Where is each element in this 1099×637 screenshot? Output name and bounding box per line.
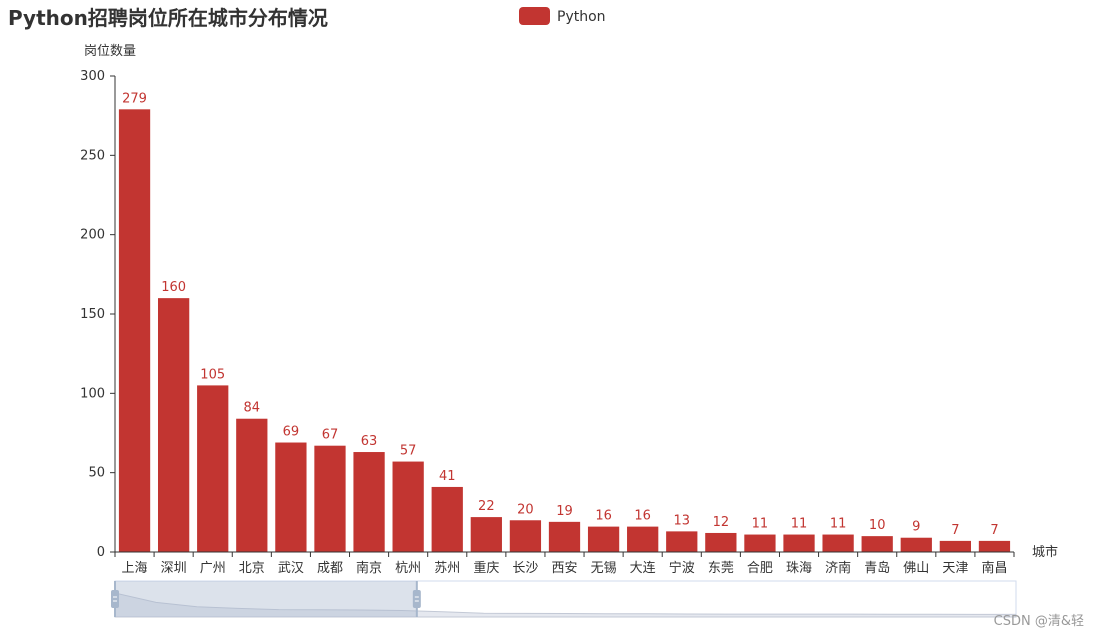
chart-title: Python招聘岗位所在城市分布情况 (8, 6, 328, 30)
data-label: 11 (791, 517, 808, 532)
x-tick-label: 东莞 (708, 561, 734, 576)
data-label: 16 (634, 509, 651, 524)
x-tick-label: 上海 (122, 561, 148, 576)
data-label: 279 (122, 91, 147, 106)
data-label: 41 (439, 469, 456, 484)
bar[interactable] (587, 526, 620, 552)
bar[interactable] (705, 532, 737, 552)
x-tick-label: 杭州 (395, 561, 421, 576)
x-tick-label: 深圳 (161, 561, 187, 576)
bar[interactable] (666, 531, 698, 552)
data-label: 9 (912, 520, 920, 535)
x-tick-label: 南京 (356, 560, 382, 576)
data-label: 12 (713, 515, 730, 530)
data-label: 20 (517, 502, 534, 517)
bar[interactable] (236, 418, 268, 552)
bar[interactable] (783, 534, 815, 552)
bar[interactable] (822, 534, 854, 552)
x-tick-label: 苏州 (434, 560, 460, 576)
data-label: 7 (951, 523, 959, 538)
x-tick-label: 天津 (942, 561, 968, 576)
bar[interactable] (275, 442, 307, 552)
bar[interactable] (861, 536, 893, 552)
data-label: 10 (869, 518, 886, 533)
data-label: 22 (478, 499, 495, 514)
data-label: 160 (161, 280, 186, 295)
x-tick-label: 重庆 (473, 560, 499, 576)
bar[interactable] (314, 445, 346, 552)
x-axis: 上海 深圳 广州 北京 武汉 成都 南京 杭州 苏州 重庆 长沙 西安 无锡 大连 宁波 东莞 合肥 珠海 济南 青岛… (114, 551, 1015, 576)
bar[interactable] (353, 452, 385, 552)
data-label: 57 (400, 444, 417, 459)
x-tick-label: 南昌 (981, 560, 1007, 576)
datazoom-selection[interactable] (115, 581, 417, 617)
x-tick-label: 大连 (630, 560, 656, 576)
bar[interactable] (197, 385, 229, 552)
x-axis-name: 城市 (1032, 544, 1058, 560)
y-tick-label: 100 (80, 386, 105, 401)
bar[interactable] (509, 520, 542, 552)
bar[interactable] (744, 534, 776, 552)
bars: 279 160 105 84 69 67 63 57 41 22 20 19 16 16 13 12 11 11 1… (118, 91, 1011, 552)
bar[interactable] (627, 526, 659, 552)
x-tick-label: 长沙 (512, 561, 538, 576)
x-tick-label: 济南 (825, 560, 851, 576)
datazoom-slider[interactable] (111, 580, 1017, 618)
bar[interactable] (157, 298, 190, 552)
data-label: 69 (283, 425, 300, 440)
y-tick-label: 50 (88, 466, 105, 481)
y-tick-label: 300 (80, 69, 105, 84)
data-label: 63 (361, 434, 378, 449)
legend[interactable]: Python (519, 7, 606, 25)
x-tick-label: 西安 (551, 561, 577, 576)
x-tick-label: 青岛 (864, 560, 890, 576)
data-label: 67 (322, 428, 339, 443)
x-tick-label: 佛山 (903, 561, 929, 576)
data-label: 7 (990, 523, 998, 538)
x-tick-label: 宁波 (669, 560, 695, 576)
data-label: 16 (595, 509, 612, 524)
bar[interactable] (392, 461, 424, 552)
y-axis-name: 岗位数量 (84, 44, 136, 59)
data-label: 11 (830, 517, 847, 532)
x-tick-label: 武汉 (278, 561, 304, 576)
bar[interactable] (900, 537, 932, 552)
x-tick-label: 珠海 (786, 561, 812, 576)
bar[interactable] (431, 486, 463, 552)
y-tick-label: 250 (80, 148, 105, 163)
data-label: 19 (556, 504, 573, 519)
bar[interactable] (548, 521, 581, 552)
datazoom-handle-right[interactable] (412, 581, 421, 617)
data-label: 84 (244, 401, 261, 416)
x-tick-label: 合肥 (747, 561, 773, 576)
x-tick-label: 无锡 (591, 561, 617, 576)
x-tick-label: 北京 (239, 561, 265, 576)
x-tick-label: 成都 (317, 561, 343, 576)
y-axis: 0 50 100 150 200 250 300 (80, 69, 116, 560)
data-label: 105 (200, 367, 225, 382)
datazoom-shadow (114, 592, 1017, 618)
legend-label[interactable]: Python (557, 9, 606, 25)
watermark: CSDN @清&轻 (994, 614, 1084, 629)
y-tick-label: 150 (80, 307, 105, 322)
x-tick-label: 广州 (200, 561, 226, 576)
bar[interactable] (118, 109, 151, 552)
y-tick-label: 0 (97, 545, 105, 560)
legend-swatch[interactable] (519, 7, 550, 25)
y-tick-label: 200 (80, 228, 105, 243)
data-label: 11 (752, 517, 769, 532)
bar[interactable] (470, 517, 502, 552)
data-label: 13 (673, 513, 690, 528)
datazoom-handle-left[interactable] (111, 581, 119, 617)
bar[interactable] (939, 540, 972, 552)
bar[interactable] (978, 540, 1011, 552)
